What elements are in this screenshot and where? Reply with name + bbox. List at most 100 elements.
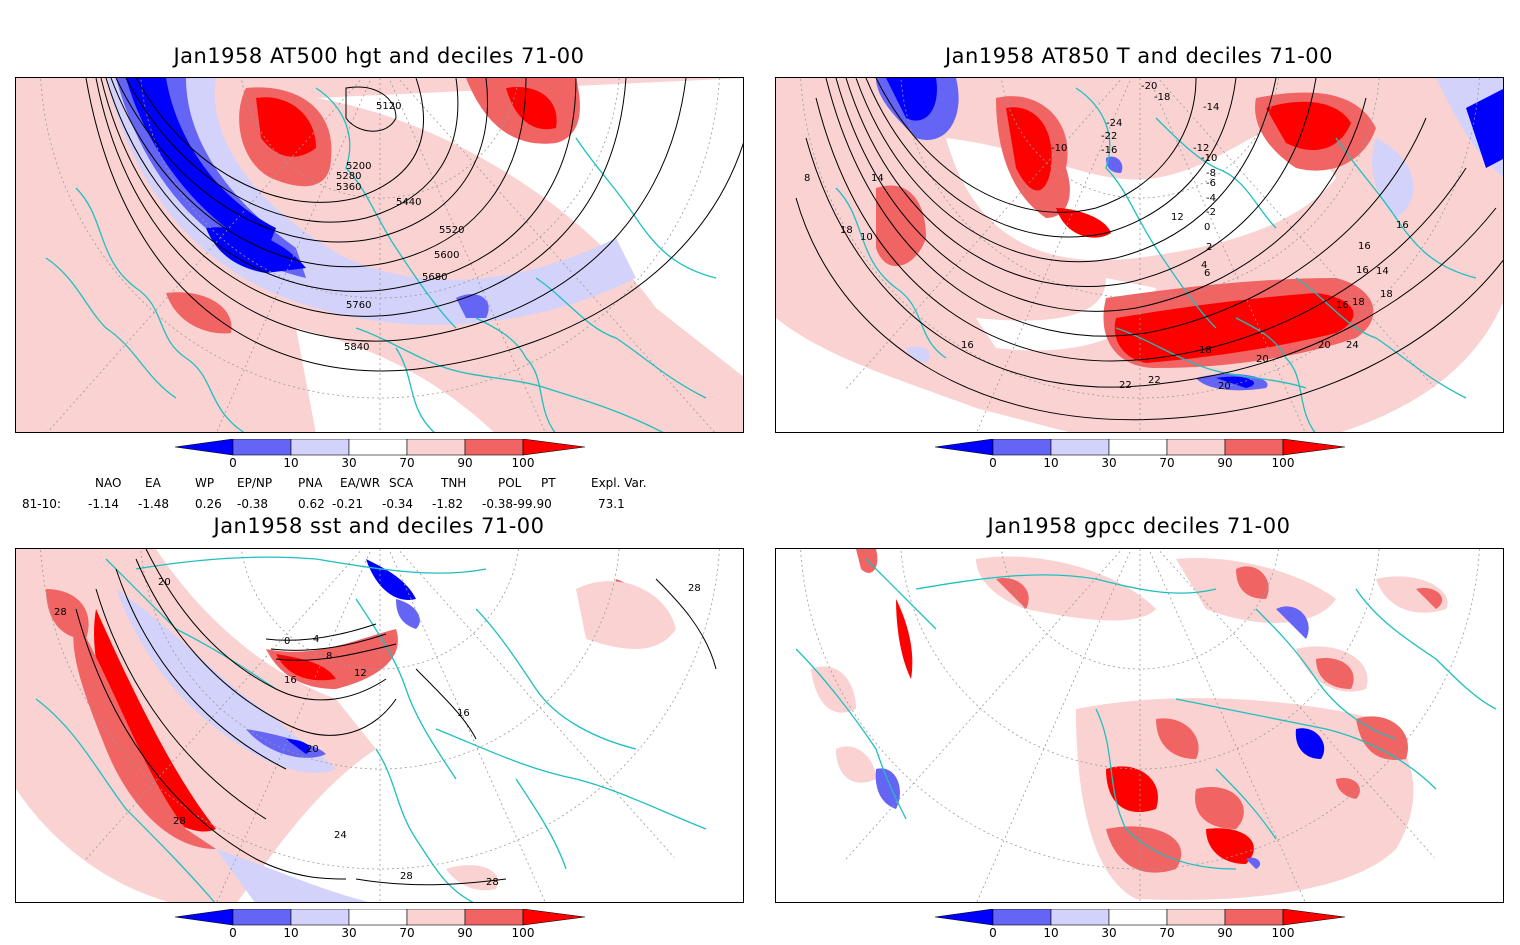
colorbar-2: 0 10 30 70 90 100 [935,439,1345,475]
contour-label: 5280 [336,171,361,182]
colorbar-tick: 100 [1271,926,1295,940]
contour-label: -20 [1141,81,1157,92]
contour-label: -4 [1206,193,1216,204]
colorbar-tick: 70 [1159,926,1175,940]
panel-title-3: Jan1958 sst and deciles 71-00 [213,514,545,538]
colorbar-tick: 0 [989,926,997,940]
map-panel-t850: -20 -18 -14 -24 -22 -16 -10 -12 -10 -8 -… [775,77,1504,433]
index-value: -0.38 [237,497,269,511]
contour-label: 12 [354,668,367,679]
colorbar-tick: 30 [341,456,357,470]
panel-title-4: Jan1958 gpcc deciles 71-00 [987,514,1291,538]
contour-label: 20 [1218,381,1231,392]
contour-label: 16 [1358,241,1371,252]
contour-label: 18 [1352,297,1365,308]
contour-label: 28 [400,871,413,882]
index-name: EA/WR [340,476,381,490]
contour-label: 0 [1204,222,1210,233]
index-value: -1.14 [88,497,120,511]
contour-label: -6 [1206,178,1216,189]
colorbar-tick: 100 [511,456,535,470]
contour-label: 20 [306,744,319,755]
contour-label: 0 [284,636,290,647]
colorbar-tick: 100 [511,926,535,940]
contour-label: 5120 [376,101,401,112]
contour-label: 16 [457,708,470,719]
colorbar-tick: 0 [229,456,237,470]
contour-label: 22 [1148,375,1161,386]
colorbar-tick: 90 [457,456,473,470]
colorbar-tick: 10 [283,926,299,940]
gpcc-map [776,549,1503,902]
colorbar-tick: 30 [1101,926,1117,940]
contour-label: 24 [334,830,347,841]
contour-label: 16 [961,340,974,351]
colorbar-tick: 90 [1217,456,1233,470]
contour-label: 5680 [422,272,447,283]
index-value: 0.26 [195,497,222,511]
contour-label: 28 [173,816,186,827]
contour-label: 28 [54,607,67,618]
contour-labels: 5120 5200 5280 5360 5440 5520 5600 5680 … [336,101,464,353]
index-name: SCA [389,476,414,490]
index-name: POL [498,476,522,490]
contour-label: 5840 [344,342,369,353]
panel-title-2: Jan1958 AT850 T and deciles 71-00 [944,44,1334,68]
contour-label: 10 [860,232,873,243]
contour-label: -2 [1206,207,1216,218]
index-value: 73.1 [598,497,625,511]
colorbar-tick: 90 [1217,926,1233,940]
contour-label: 16 [1356,265,1369,276]
contour-label: 28 [486,877,499,888]
contour-label: 5200 [346,161,371,172]
contour-label: -18 [1154,92,1170,103]
contour-label: -8 [1206,168,1216,179]
contour-label: 4 [1201,260,1207,271]
index-value: -1.82 [432,497,464,511]
contour-label: 20 [158,577,171,588]
contour-label: 16 [1336,300,1349,311]
hgt500-map: 5120 5200 5280 5360 5440 5520 5600 5680 … [16,78,743,432]
colorbar-tick: 10 [1043,926,1059,940]
contour-label: -10 [1051,143,1067,154]
contour-label: 2 [1206,242,1212,253]
contour-label: 24 [1346,340,1359,351]
contour-label: 14 [1376,266,1389,277]
panel-title-1: Jan1958 AT500 hgt and deciles 71-00 [173,44,585,68]
colorbar-tick: 10 [1043,456,1059,470]
index-value: -0.38-99.90 [482,497,552,511]
colorbar-swatches [175,439,585,456]
index-value: 0.62 [298,497,325,511]
colorbar-tick: 100 [1271,456,1295,470]
contour-label: 20 [1318,340,1331,351]
contour-label: -12 [1193,143,1209,154]
index-name: PNA [298,476,323,490]
index-name: WP [195,476,215,490]
contour-label: 22 [1119,380,1132,391]
contour-label: 8 [804,173,810,184]
contour-label: 5440 [396,197,421,208]
index-name: PT [541,476,556,490]
index-name: EP/NP [237,476,273,490]
t850-map: -20 -18 -14 -24 -22 -16 -10 -12 -10 -8 -… [776,78,1503,432]
index-name: Expl. Var. [591,476,647,490]
map-panel-sst: 28 20 0 4 8 12 16 16 20 24 28 28 28 28 [15,548,744,903]
map-panel-gpcc [775,548,1504,903]
colorbar-3: 0 10 30 70 90 100 [175,909,585,945]
sst-map: 28 20 0 4 8 12 16 16 20 24 28 28 28 28 [16,549,743,902]
contour-label: 5760 [346,300,371,311]
index-row-label: 81-10: [22,497,61,511]
index-value: -1.48 [138,497,170,511]
colorbar-4: 0 10 30 70 90 100 [935,909,1345,945]
contour-label: -14 [1203,102,1219,113]
contour-label: 6 [1204,268,1210,279]
contour-label: 18 [1380,289,1393,300]
colorbar-1: 0 10 30 70 90 100 [175,439,585,475]
contour-label: 20 [1256,354,1269,365]
contour-label: 5600 [434,250,459,261]
contour-label: -24 [1106,118,1122,129]
contour-label: 8 [326,651,332,662]
index-name: EA [145,476,161,490]
index-name: TNH [441,476,467,490]
colorbar-tick: 0 [989,456,997,470]
